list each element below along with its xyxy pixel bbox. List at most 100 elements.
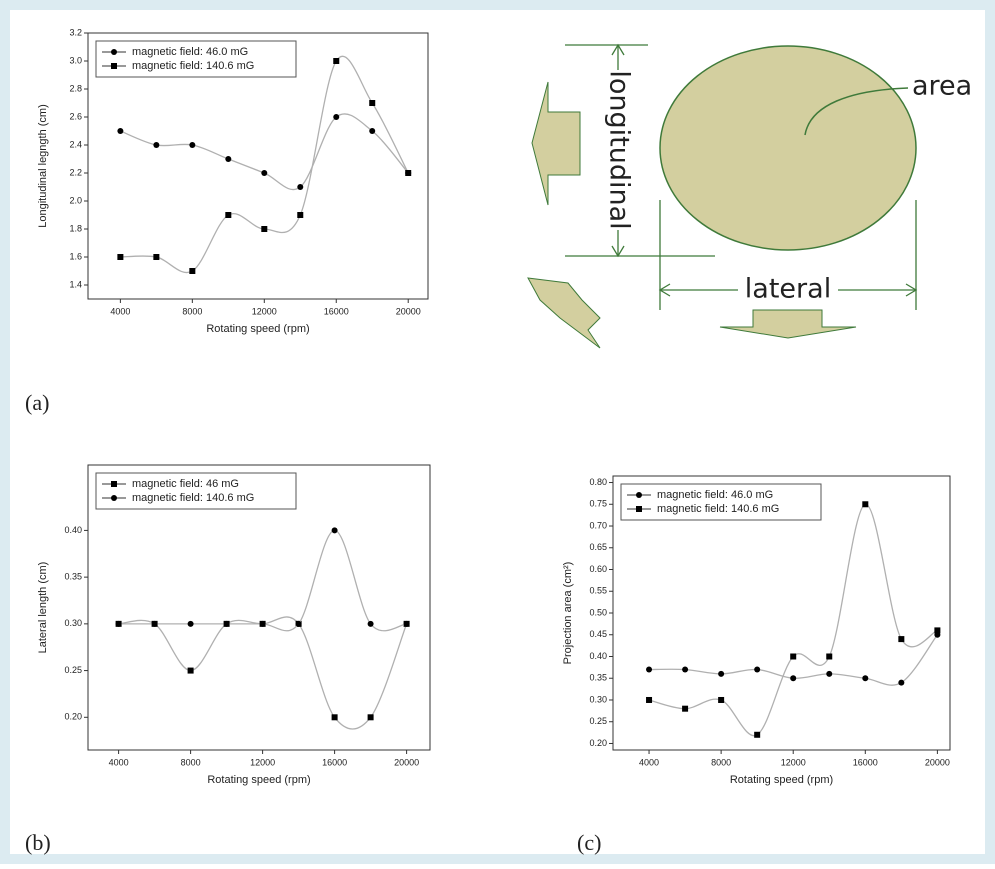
y-tick-label: 0.75 [589, 499, 607, 509]
marker [826, 653, 833, 660]
marker [367, 620, 374, 627]
legend-marker [111, 63, 117, 69]
plot-frame [87, 32, 429, 300]
x-tick-label: 20000 [925, 757, 950, 767]
y-axis-label: Longitudinal legngth (cm) [37, 104, 49, 228]
longitudinal-label: longitudinal [604, 70, 635, 229]
y-tick-label: 2.2 [69, 167, 82, 177]
series-line [120, 55, 409, 274]
legend-marker [111, 49, 117, 55]
legend-marker [636, 492, 642, 498]
marker [295, 620, 302, 627]
legend-label: magnetic field: 46.0 mG [657, 489, 773, 501]
y-tick-label: 1.4 [69, 279, 82, 289]
y-axis-label: Lateral length (cm) [37, 562, 49, 654]
x-tick-label: 16000 [322, 757, 347, 767]
arrow-down [719, 309, 857, 339]
marker [898, 679, 905, 686]
y-tick-label: 0.80 [589, 477, 607, 487]
marker [187, 667, 194, 674]
y-tick-label: 0.30 [64, 618, 82, 628]
series-line [118, 529, 407, 632]
marker [826, 670, 833, 677]
area-pointer [804, 87, 909, 136]
y-tick-label: 0.40 [589, 651, 607, 661]
marker [297, 212, 304, 218]
marker [369, 100, 376, 106]
marker [934, 627, 941, 634]
x-axis-label: Rotating speed (rpm) [206, 323, 309, 335]
marker [754, 731, 761, 738]
y-tick-label: 0.55 [589, 586, 607, 596]
x-tick-label: 4000 [639, 757, 659, 767]
arrow-left [531, 81, 581, 206]
marker [646, 696, 653, 703]
series-line [648, 503, 938, 737]
x-tick-label: 20000 [396, 306, 421, 316]
area-label: area [912, 71, 972, 102]
marker [259, 620, 266, 627]
lateral-label: lateral [745, 274, 831, 305]
panel-label: (a) [25, 390, 49, 415]
marker [225, 212, 232, 218]
y-tick-label: 0.35 [64, 572, 82, 582]
marker [117, 128, 124, 134]
y-tick-label: 0.20 [64, 712, 82, 722]
y-tick-label: 3.2 [69, 27, 82, 37]
marker [790, 675, 797, 682]
y-tick-label: 0.20 [589, 738, 607, 748]
marker [333, 58, 340, 64]
x-axis-label: Rotating speed (rpm) [730, 774, 833, 786]
marker [151, 620, 158, 627]
marker [369, 128, 376, 134]
x-tick-label: 4000 [109, 757, 129, 767]
marker [153, 142, 160, 148]
marker [862, 501, 869, 508]
y-tick-label: 0.25 [589, 716, 607, 726]
x-tick-label: 12000 [252, 306, 277, 316]
marker [117, 254, 124, 260]
y-tick-label: 1.6 [69, 251, 82, 261]
x-tick-label: 8000 [711, 757, 731, 767]
marker [646, 666, 653, 673]
legend-box [620, 483, 822, 521]
y-tick-label: 0.25 [64, 665, 82, 675]
marker [261, 170, 268, 176]
y-tick-label: 0.40 [64, 525, 82, 535]
legend-label: magnetic field: 46.0 mG [132, 46, 248, 58]
marker [790, 653, 797, 660]
y-tick-label: 2.6 [69, 111, 82, 121]
diagram: lateral longitudinal area [527, 43, 972, 349]
y-tick-label: 2.4 [69, 139, 82, 149]
y-tick-label: 0.70 [589, 520, 607, 530]
marker [862, 675, 869, 682]
marker [189, 142, 196, 148]
legend-box [95, 472, 297, 510]
marker [403, 620, 410, 627]
marker [331, 714, 338, 721]
legend-label: magnetic field: 140.6 mG [132, 492, 254, 504]
label-bg [738, 275, 838, 305]
marker [333, 114, 340, 120]
x-tick-label: 12000 [781, 757, 806, 767]
y-tick-label: 0.45 [589, 629, 607, 639]
y-tick-label: 2.8 [69, 83, 82, 93]
x-tick-label: 8000 [182, 306, 202, 316]
marker [718, 670, 725, 677]
label-bg [604, 70, 632, 230]
x-tick-label: 20000 [394, 757, 419, 767]
marker [682, 705, 689, 712]
x-tick-label: 4000 [110, 306, 130, 316]
marker [331, 527, 338, 534]
marker [115, 620, 122, 627]
y-tick-label: 0.35 [589, 673, 607, 683]
marker [261, 226, 268, 232]
y-tick-label: 0.65 [589, 542, 607, 552]
marker [754, 666, 761, 673]
x-tick-label: 8000 [181, 757, 201, 767]
panel-label: (b) [25, 830, 51, 855]
ellipse [659, 45, 917, 251]
x-tick-label: 16000 [853, 757, 878, 767]
marker [682, 666, 689, 673]
